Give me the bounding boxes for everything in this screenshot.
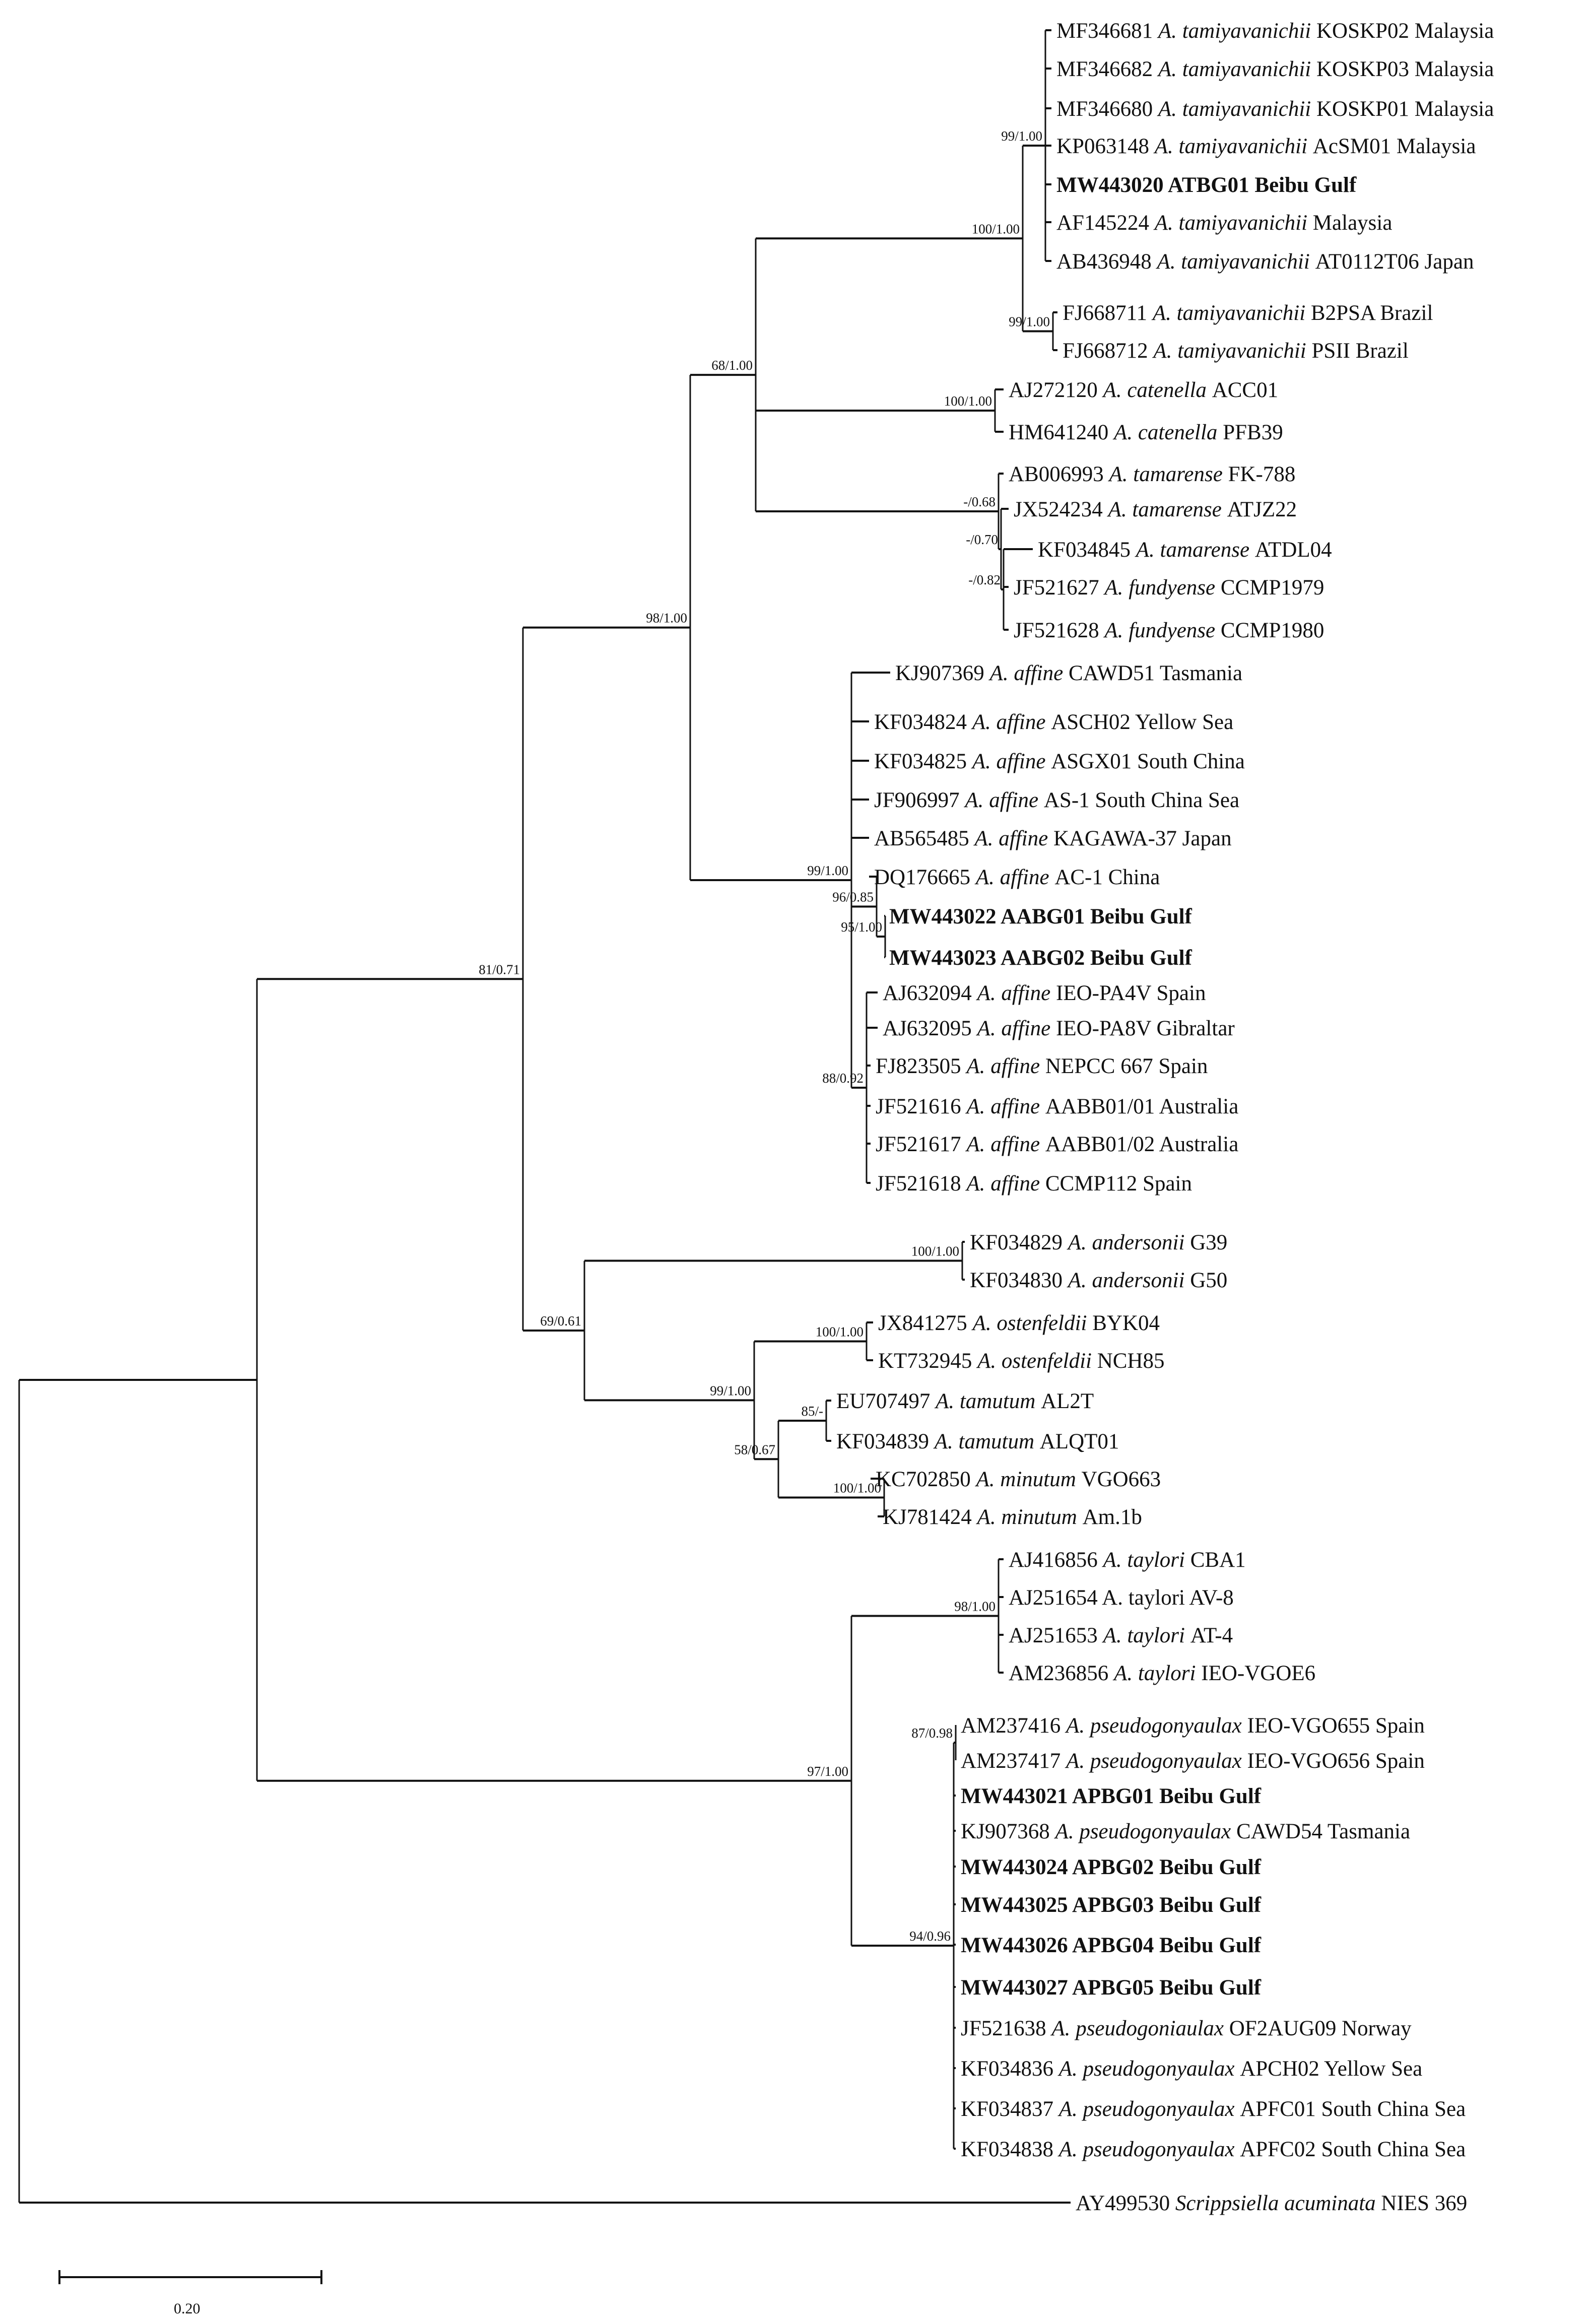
taxon-label: AY499530 Scrippsiella acuminata NIES 369: [1076, 2192, 1467, 2215]
taxon-label: MW443025 APBG03 Beibu Gulf: [961, 1893, 1262, 1917]
taxon-label: KF034839 A. tamutum ALQT01: [836, 1430, 1119, 1453]
taxon-label: KF034838 A. pseudogonyaulax APFC02 South…: [961, 2138, 1466, 2161]
taxon-label: MW443021 APBG01 Beibu Gulf: [961, 1784, 1262, 1808]
support-n_tam2: -/0.70: [966, 532, 998, 547]
taxon-label: MW443024 APBG02 Beibu Gulf: [961, 1855, 1262, 1879]
taxon-label: KJ907369 A. affine CAWD51 Tasmania: [895, 661, 1242, 685]
support-n_pse: 94/0.96: [909, 1929, 951, 1944]
taxon-label: AJ416856 A. taylori CBA1: [1009, 1548, 1246, 1572]
taxon-label: JF521618 A. affine CCMP112 Spain: [876, 1172, 1192, 1196]
support-values: 99/1.00 100/1.00 99/1.00 100/1.00 -/0.68 -/0.…: [479, 128, 1050, 1944]
taxon-label: KJ907368 A. pseudogonyaulax CAWD54 Tasma…: [961, 1820, 1410, 1843]
taxon-label: KF034837 A. pseudogonyaulax APFC01 South…: [961, 2097, 1466, 2121]
taxon-label: FJ668712 A. tamiyavanichii PSII Brazil: [1063, 339, 1409, 363]
taxon-label: AB565485 A. affine KAGAWA-37 Japan: [874, 827, 1232, 850]
support-n_min: 100/1.00: [833, 1481, 881, 1496]
taxon-label: JF521628 A. fundyense CCMP1980: [1014, 619, 1324, 642]
support-n_aff_bot: 88/0.92: [822, 1071, 864, 1086]
taxon-label: EU707497 A. tamutum AL2T: [836, 1389, 1094, 1413]
taxon-label: JX841275 A. ostenfeldii BYK04: [878, 1311, 1160, 1335]
taxon-label: KF034825 A. affine ASGX01 South China: [874, 750, 1245, 773]
support-n_top: 81/0.71: [479, 962, 520, 977]
taxon-label: KJ781424 A. minutum Am.1b: [883, 1505, 1142, 1529]
taxon-label: AM237416 A. pseudogonyaulax IEO-VGO655 S…: [961, 1714, 1425, 1738]
taxon-label: AM237417 A. pseudogonyaulax IEO-VGO656 S…: [961, 1749, 1425, 1773]
taxon-label: AM236856 A. taylori IEO-VGOE6: [1009, 1662, 1315, 1685]
support-n_ost: 100/1.00: [816, 1324, 864, 1340]
scale-bar-label: 0.20: [174, 2300, 201, 2317]
taxon-label: AJ632095 A. affine IEO-PA8V Gibraltar: [883, 1017, 1235, 1040]
taxon-label: AJ251653 A. taylori AT-4: [1009, 1624, 1233, 1647]
taxon-label: MW443026 APBG04 Beibu Gulf: [961, 1934, 1262, 1957]
support-n_tamiya_inner: 99/1.00: [1001, 128, 1042, 144]
support-n_tm: 58/0.67: [734, 1442, 775, 1457]
taxon-label: MW443023 AABG02 Beibu Gulf: [889, 946, 1192, 970]
taxon-label: KF034845 A. tamarense ATDL04: [1038, 538, 1332, 562]
taxon-label: KC702850 A. minutum VGO663: [876, 1468, 1161, 1491]
support-n_tamiya: 100/1.00: [972, 221, 1020, 236]
taxon-label: AB006993 A. tamarense FK-788: [1009, 462, 1295, 486]
support-n_aff_sub: 96/0.85: [832, 890, 874, 905]
taxon-label: MW443027 APBG05 Beibu Gulf: [961, 1976, 1262, 2000]
taxon-label: JF521616 A. affine AABB01/01 Australia: [876, 1095, 1238, 1118]
taxon-label: KF034824 A. affine ASCH02 Yellow Sea: [874, 710, 1233, 734]
taxon-label: AJ632094 A. affine IEO-PA4V Spain: [883, 981, 1206, 1005]
support-n_aabg: 95/1.00: [841, 919, 882, 935]
leaf-labels: MF346681 A. tamiyavanichii KOSKP02 Malay…: [836, 19, 1494, 2215]
taxon-label: JX524234 A. tamarense ATJZ22: [1014, 498, 1297, 521]
taxon-label: MF346682 A. tamiyavanichii KOSKP03 Malay…: [1056, 57, 1494, 81]
support-n_tam1: -/0.68: [963, 494, 996, 509]
taxon-label: KP063148 A. tamiyavanichii AcSM01 Malays…: [1056, 135, 1476, 158]
support-n_tam3: -/0.82: [968, 572, 1001, 587]
taxon-label: AF145224 A. tamiyavanichii Malaysia: [1056, 211, 1392, 235]
taxon-label: KF034829 A. andersonii G39: [970, 1231, 1227, 1254]
support-n_brazil: 99/1.00: [1009, 314, 1050, 329]
support-n_tc: 68/1.00: [711, 358, 753, 373]
support-n_tp: 97/1.00: [807, 1764, 848, 1779]
support-n_otm: 99/1.00: [710, 1383, 751, 1398]
support-n_ao: 69/0.61: [540, 1313, 581, 1329]
taxon-label: MW443022 AABG01 Beibu Gulf: [889, 905, 1192, 928]
taxon-label: MF346680 A. tamiyavanichii KOSKP01 Malay…: [1056, 97, 1494, 121]
support-n_tay: 98/1.00: [954, 1599, 996, 1614]
support-n_tca: 98/1.00: [646, 611, 687, 626]
support-n_pse_top: 87/0.98: [911, 1725, 953, 1741]
taxon-label: JF521617 A. affine AABB01/02 Australia: [876, 1133, 1238, 1156]
support-n_aff: 99/1.00: [807, 863, 848, 878]
taxon-label: KT732945 A. ostenfeldii NCH85: [878, 1349, 1165, 1373]
taxon-label: KF034836 A. pseudogonyaulax APCH02 Yello…: [961, 2057, 1422, 2081]
support-n_cat: 100/1.00: [944, 393, 992, 409]
taxon-label: JF906997 A. affine AS-1 South China Sea: [874, 788, 1239, 812]
taxon-label: AJ251654 A. taylori AV-8: [1009, 1586, 1234, 1610]
tree-branches: [18, 29, 1071, 2204]
taxon-label: HM641240 A. catenella PFB39: [1009, 421, 1283, 444]
taxon-label: AB436948 A. tamiyavanichii AT0112T06 Jap…: [1056, 250, 1474, 274]
taxon-label: MW443020 ATBG01 Beibu Gulf: [1056, 173, 1357, 197]
taxon-label: JF521627 A. fundyense CCMP1979: [1014, 576, 1324, 600]
taxon-label: FJ823505 A. affine NEPCC 667 Spain: [876, 1054, 1208, 1078]
support-n_tamut: 85/-: [802, 1404, 824, 1419]
taxon-label: DQ176665 A. affine AC-1 China: [874, 866, 1160, 889]
taxon-label: AJ272120 A. catenella ACC01: [1009, 378, 1278, 402]
taxon-label: KF034830 A. andersonii G50: [970, 1269, 1227, 1292]
support-n_and: 100/1.00: [911, 1244, 959, 1259]
taxon-label: MF346681 A. tamiyavanichii KOSKP02 Malay…: [1056, 19, 1494, 43]
scale-bar: 0.20: [58, 2270, 322, 2317]
taxon-label: FJ668711 A. tamiyavanichii B2PSA Brazil: [1063, 301, 1433, 325]
taxon-label: JF521638 A. pseudogoniaulax OF2AUG09 Nor…: [961, 2017, 1412, 2040]
